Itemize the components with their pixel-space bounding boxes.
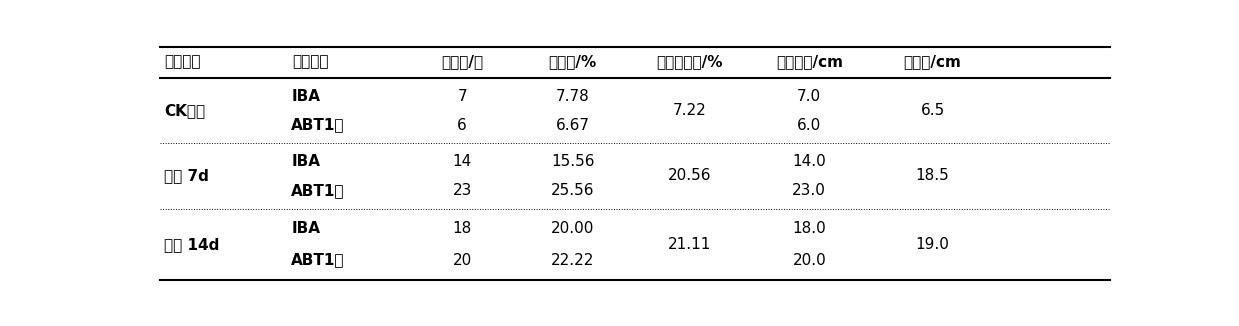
Text: 25.56: 25.56 (551, 183, 595, 198)
Text: 激素类型: 激素类型 (292, 54, 328, 69)
Text: 生根率/%: 生根率/% (549, 54, 597, 69)
Text: 7.22: 7.22 (673, 103, 706, 118)
Text: 18: 18 (452, 221, 472, 236)
Text: 催根处理: 催根处理 (165, 54, 201, 69)
Text: 19.0: 19.0 (916, 237, 949, 252)
Text: 20.56: 20.56 (668, 169, 711, 184)
Text: ABT1号: ABT1号 (291, 117, 344, 133)
Text: 催根 7d: 催根 7d (165, 169, 209, 184)
Text: 20.00: 20.00 (551, 221, 595, 236)
Text: IBA: IBA (291, 154, 320, 169)
Text: 7.78: 7.78 (556, 89, 590, 104)
Text: 20: 20 (452, 253, 472, 268)
Text: 平均生根率/%: 平均生根率/% (655, 54, 722, 69)
Text: 18.5: 18.5 (916, 169, 949, 184)
Text: 20.0: 20.0 (793, 253, 826, 268)
Text: 23: 23 (452, 183, 472, 198)
Text: ABT1号: ABT1号 (291, 183, 344, 198)
Text: 21.11: 21.11 (668, 237, 711, 252)
Text: 7: 7 (457, 89, 467, 104)
Text: 生根数/穗: 生根数/穗 (441, 54, 483, 69)
Text: 7.0: 7.0 (797, 89, 821, 104)
Text: 6.5: 6.5 (921, 103, 945, 118)
Text: 催根 14d: 催根 14d (165, 237, 219, 252)
Text: IBA: IBA (291, 89, 320, 104)
Text: 成活株高/cm: 成活株高/cm (776, 54, 843, 69)
Text: CK对照: CK对照 (165, 103, 206, 118)
Text: 18.0: 18.0 (793, 221, 826, 236)
Text: IBA: IBA (291, 221, 320, 236)
Text: 平均高/cm: 平均高/cm (903, 54, 961, 69)
Text: 6: 6 (457, 117, 467, 133)
Text: ABT1号: ABT1号 (291, 253, 344, 268)
Text: 14.0: 14.0 (793, 154, 826, 169)
Text: 14: 14 (452, 154, 472, 169)
Text: 15.56: 15.56 (551, 154, 595, 169)
Text: 6.0: 6.0 (797, 117, 821, 133)
Text: 22.22: 22.22 (551, 253, 595, 268)
Text: 6.67: 6.67 (555, 117, 590, 133)
Text: 23.0: 23.0 (792, 183, 826, 198)
